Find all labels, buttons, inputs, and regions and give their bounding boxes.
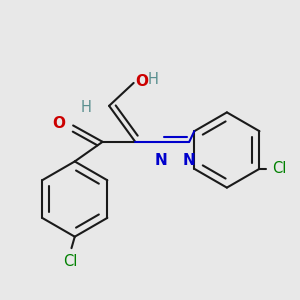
Text: O: O xyxy=(52,116,65,131)
Text: Cl: Cl xyxy=(63,254,77,269)
Text: N: N xyxy=(155,153,168,168)
Text: H: H xyxy=(80,100,91,115)
Text: N: N xyxy=(183,153,196,168)
Text: O: O xyxy=(135,74,148,89)
Text: H: H xyxy=(148,72,159,87)
Text: Cl: Cl xyxy=(272,161,286,176)
